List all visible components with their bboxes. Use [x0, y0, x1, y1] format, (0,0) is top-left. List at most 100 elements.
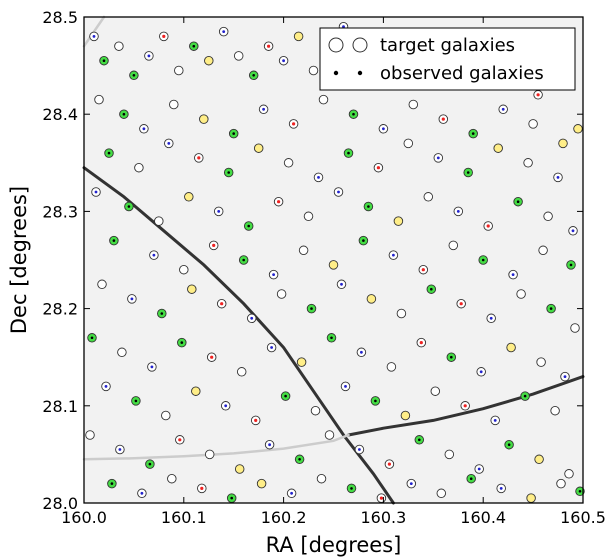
target-galaxy-point — [430, 386, 441, 396]
x-tick-label: 160.3 — [360, 508, 406, 527]
legend-target-marker-1 — [328, 37, 344, 53]
observed-galaxy-point — [227, 171, 230, 174]
observed-galaxy-point — [282, 59, 285, 63]
observed-galaxy-point — [469, 477, 473, 481]
observed-galaxy-point — [268, 443, 271, 447]
observed-galaxy-point — [118, 448, 122, 451]
observed-galaxy-point — [292, 122, 296, 126]
x-tick-label: 160.2 — [261, 508, 307, 527]
target-galaxy-point — [506, 342, 516, 353]
target-galaxy-point — [493, 143, 503, 153]
target-galaxy-point — [523, 158, 533, 168]
observed-galaxy-point — [224, 404, 228, 408]
target-galaxy-point — [308, 65, 319, 76]
target-galaxy-point — [328, 260, 339, 270]
observed-galaxy-point — [441, 117, 445, 121]
y-axis-label: Dec [degrees] — [7, 186, 31, 334]
observed-galaxy-point — [94, 190, 98, 194]
observed-galaxy-point — [569, 263, 573, 267]
observed-galaxy-point — [501, 107, 505, 111]
observed-galaxy-point — [167, 142, 171, 145]
observed-galaxy-point — [479, 370, 483, 374]
observed-galaxy-point — [493, 419, 497, 422]
target-galaxy-point — [167, 473, 177, 484]
observed-galaxy-point — [379, 496, 383, 500]
target-galaxy-point — [204, 449, 215, 460]
observed-galaxy-point — [142, 127, 146, 131]
target-galaxy-point — [161, 410, 171, 421]
target-galaxy-point — [393, 216, 404, 226]
observed-galaxy-point — [134, 399, 138, 403]
target-galaxy-point — [191, 386, 201, 396]
observed-galaxy-point — [352, 112, 355, 116]
observed-galaxy-point — [563, 375, 567, 378]
target-galaxy-point — [444, 449, 455, 460]
observed-galaxy-point — [459, 302, 463, 306]
observed-galaxy-point — [200, 486, 204, 490]
observed-galaxy-point — [342, 25, 345, 29]
observed-galaxy-point — [421, 268, 425, 272]
target-galaxy-point — [536, 357, 546, 367]
target-galaxy-point — [318, 94, 329, 105]
target-galaxy-point — [199, 114, 209, 124]
target-galaxy-point — [396, 308, 407, 319]
observed-galaxy-point — [270, 346, 273, 349]
target-galaxy-point — [528, 119, 538, 129]
target-galaxy-point — [174, 65, 184, 76]
observed-galaxy-point — [418, 438, 421, 442]
observed-galaxy-point — [267, 44, 271, 48]
observed-galaxy-point — [254, 418, 258, 422]
observed-galaxy-point — [298, 458, 301, 461]
observed-galaxy-point — [102, 59, 106, 62]
boundary-line-0 — [82, 166, 395, 505]
observed-galaxy-point — [290, 491, 293, 495]
observed-galaxy-point — [150, 365, 154, 369]
y-tick-label: 28.0 — [42, 494, 78, 513]
target-galaxy-point — [117, 347, 127, 358]
observed-galaxy-point — [242, 258, 245, 262]
boundary-lines — [82, 15, 585, 505]
boundary-line-3 — [82, 15, 106, 48]
target-galaxy-point — [538, 245, 548, 256]
y-tick-label: 28.1 — [42, 397, 78, 416]
observed-galaxy-point — [272, 273, 275, 276]
observed-galaxy-point — [337, 190, 340, 194]
target-galaxy-point — [550, 405, 560, 416]
legend-target-label: target galaxies — [380, 35, 515, 56]
observed-galaxy-point — [466, 171, 470, 174]
y-tick-label: 28.5 — [42, 8, 78, 27]
observed-galaxy-point — [222, 30, 226, 33]
target-galaxy-point — [114, 41, 124, 51]
plot-frame — [83, 16, 584, 504]
target-galaxy-point — [276, 289, 287, 299]
target-galaxy-point — [556, 478, 566, 489]
observed-galaxy-point — [210, 355, 214, 359]
target-galaxy-point — [516, 289, 526, 299]
target-galaxy-point — [154, 216, 164, 226]
observed-galaxy-point — [571, 229, 575, 233]
observed-galaxy-point — [90, 336, 94, 340]
observed-galaxy-point — [477, 467, 481, 471]
observed-galaxy-point — [132, 74, 136, 77]
legend: target galaxies observed galaxies — [319, 27, 576, 91]
observed-galaxy-point — [367, 205, 370, 208]
target-galaxy-point — [564, 469, 574, 479]
target-galaxy-point — [408, 99, 419, 110]
observed-galaxy-point — [262, 107, 265, 111]
observed-galaxy-point — [160, 312, 164, 315]
target-galaxy-point — [324, 430, 335, 440]
target-galaxy-point — [85, 430, 95, 440]
y-tick-label: 28.3 — [42, 202, 78, 221]
observed-galaxy-point — [212, 243, 216, 247]
observed-galaxy-point — [450, 355, 453, 359]
observed-galaxy-point — [471, 132, 475, 135]
observed-galaxy-point — [220, 302, 224, 306]
observed-galaxy-point — [277, 200, 281, 204]
target-galaxy-point — [386, 362, 397, 372]
observed-galaxy-point — [197, 156, 201, 160]
target-galaxy-point — [526, 493, 536, 503]
target-galaxy-point — [204, 55, 214, 66]
legend-observed-marker-1 — [333, 70, 339, 76]
target-galaxy-point — [233, 51, 244, 61]
